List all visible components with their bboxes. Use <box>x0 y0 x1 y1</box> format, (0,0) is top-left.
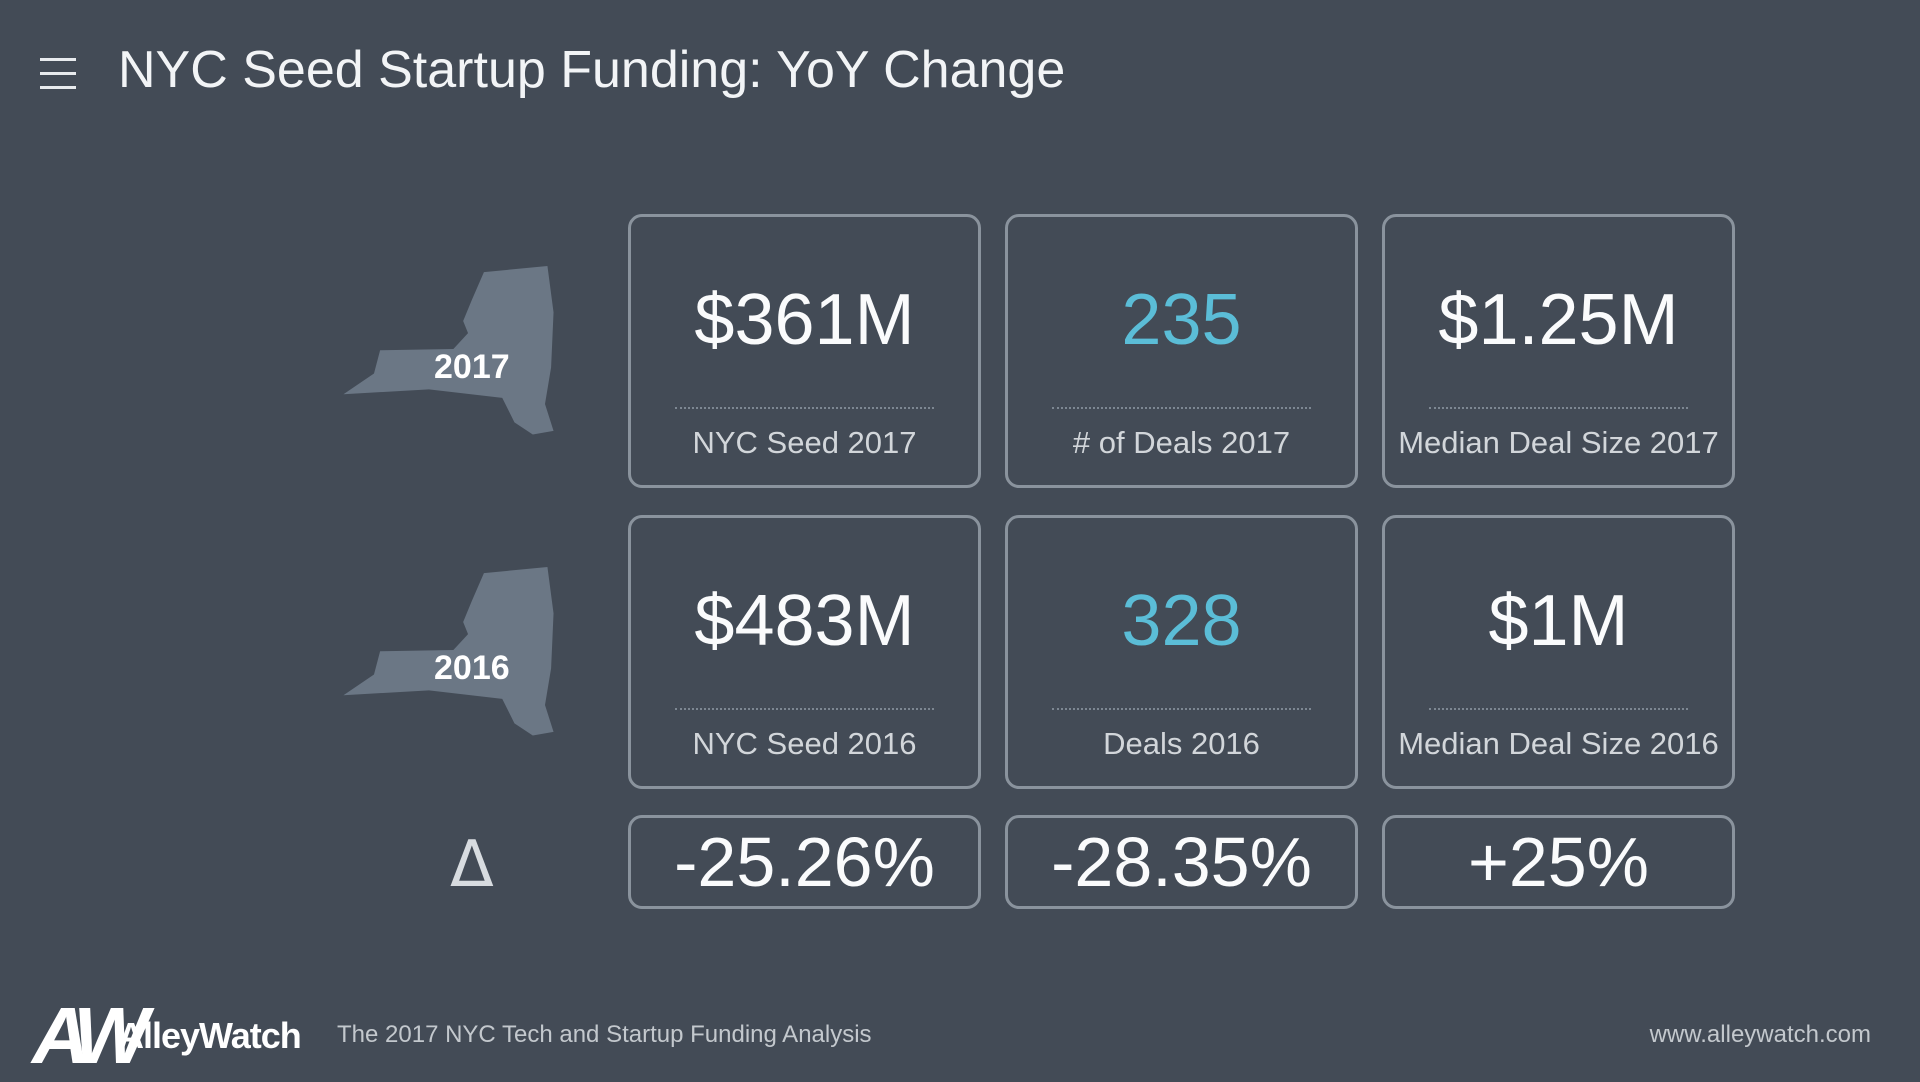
state-map <box>343 266 554 435</box>
delta-symbol: Δ <box>450 828 494 902</box>
stat-label: NYC Seed 2017 <box>692 425 917 460</box>
title: NYC Seed Startup Funding: YoY Change <box>118 41 1066 99</box>
stat-label: NYC Seed 2016 <box>692 726 917 761</box>
divider <box>1052 407 1311 409</box>
stat-value: 235 <box>1121 280 1242 360</box>
stat-card: $361M NYC Seed 2017 <box>628 214 981 488</box>
state-map <box>343 567 554 736</box>
year-label: 2016 <box>434 649 510 687</box>
stat-value: $1.25M <box>1438 280 1679 360</box>
stat-card: $1M Median Deal Size 2016 <box>1382 515 1735 789</box>
stat-value: $483M <box>694 581 915 661</box>
delta-value: +25% <box>1382 815 1735 909</box>
stat-value: $1M <box>1488 581 1629 661</box>
footer-subtitle: The 2017 NYC Tech and Startup Funding An… <box>337 1021 872 1048</box>
stat-label: Deals 2016 <box>1103 726 1260 761</box>
stat-value: 328 <box>1121 581 1242 661</box>
stat-card: 328 Deals 2016 <box>1005 515 1358 789</box>
divider <box>1052 708 1311 710</box>
delta-value: -25.26% <box>628 815 981 909</box>
menu-icon[interactable] <box>40 58 76 100</box>
stat-card: $1.25M Median Deal Size 2017 <box>1382 214 1735 488</box>
stat-card: $483M NYC Seed 2016 <box>628 515 981 789</box>
brand: AlleyWatch <box>118 1015 302 1056</box>
divider <box>675 708 934 710</box>
divider <box>675 407 934 409</box>
stat-label: Median Deal Size 2016 <box>1398 726 1719 761</box>
logo-mark: AW <box>32 991 149 1080</box>
footer-url[interactable]: www.alleywatch.com <box>1649 1021 1871 1048</box>
delta-value: -28.35% <box>1005 815 1358 909</box>
stat-value: $361M <box>694 280 915 360</box>
divider <box>1429 708 1688 710</box>
divider <box>1429 407 1688 409</box>
stat-card: 235 # of Deals 2017 <box>1005 214 1358 488</box>
stat-label: # of Deals 2017 <box>1072 425 1291 460</box>
stat-label: Median Deal Size 2017 <box>1398 425 1719 460</box>
year-label: 2017 <box>434 348 510 386</box>
